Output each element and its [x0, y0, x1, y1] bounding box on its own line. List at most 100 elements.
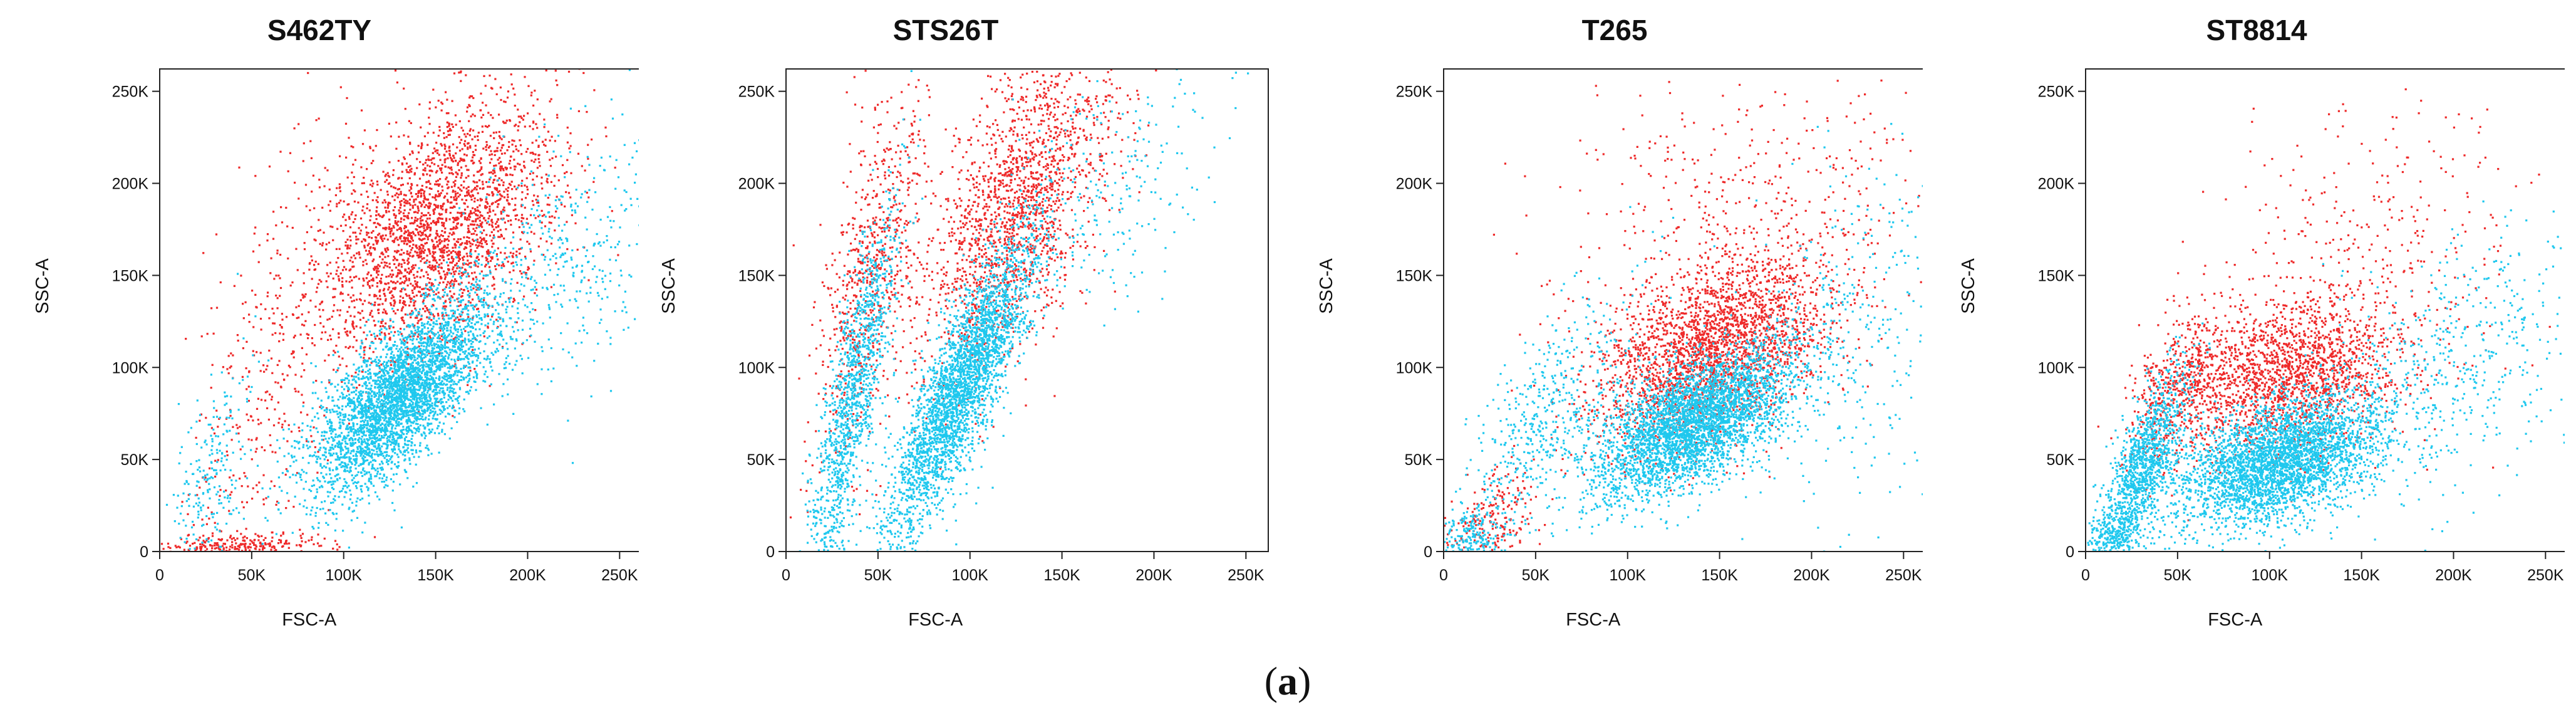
data-point [361, 531, 364, 534]
data-point [532, 179, 534, 181]
data-point [385, 276, 388, 278]
data-point [279, 540, 282, 543]
data-point [380, 340, 383, 343]
data-point [444, 308, 447, 311]
data-point [301, 323, 304, 326]
data-point [445, 286, 447, 288]
data-point [472, 376, 475, 379]
data-point [451, 100, 453, 102]
data-point [474, 291, 477, 294]
data-point [437, 234, 439, 237]
data-point [388, 439, 390, 441]
data-point [360, 485, 362, 488]
data-point [473, 200, 476, 203]
data-point [464, 270, 467, 273]
data-point [303, 471, 305, 473]
data-point [473, 233, 475, 235]
data-point [445, 91, 447, 93]
data-point [460, 281, 463, 284]
point-cloud [160, 69, 639, 552]
data-point [517, 115, 520, 118]
data-point [480, 166, 483, 169]
data-point [349, 235, 351, 238]
data-point [375, 236, 378, 239]
data-point [450, 158, 453, 160]
data-point [468, 214, 470, 216]
data-point [428, 226, 430, 229]
data-point [481, 238, 484, 241]
data-point [304, 320, 307, 322]
data-point [477, 170, 480, 173]
data-point [236, 537, 239, 540]
data-point [457, 251, 460, 253]
data-point [437, 190, 440, 192]
data-point [469, 245, 472, 248]
data-point [293, 127, 296, 130]
data-point [388, 383, 391, 385]
data-point [403, 252, 405, 254]
data-point [395, 414, 397, 417]
data-point [474, 187, 477, 189]
data-point [408, 267, 410, 269]
data-point [332, 437, 334, 440]
data-point [374, 294, 376, 296]
data-point [408, 295, 411, 297]
data-point [392, 326, 395, 328]
data-point [447, 377, 450, 380]
data-point [303, 272, 305, 275]
data-point [300, 550, 303, 552]
data-point [326, 459, 329, 461]
data-point [365, 371, 367, 374]
data-point [421, 329, 423, 332]
data-point [420, 205, 423, 207]
data-point [316, 471, 319, 474]
data-point [429, 404, 432, 406]
data-point [429, 174, 432, 177]
data-point [376, 495, 379, 498]
data-point [397, 464, 400, 467]
data-point [490, 256, 492, 259]
data-point [354, 371, 357, 374]
data-point [432, 219, 435, 222]
data-point [458, 142, 462, 144]
data-point [383, 293, 386, 295]
data-point [407, 374, 410, 377]
data-point [406, 412, 409, 414]
data-point [487, 293, 489, 296]
data-point [369, 389, 371, 391]
data-point [458, 71, 460, 74]
data-point [346, 456, 348, 459]
data-point [451, 233, 453, 236]
data-point [508, 145, 510, 148]
data-point [428, 432, 431, 434]
data-point [423, 292, 425, 295]
data-point [460, 310, 463, 313]
data-point [549, 165, 552, 167]
data-point [455, 280, 458, 283]
data-point [494, 213, 497, 216]
data-point [202, 540, 205, 542]
data-point [427, 321, 430, 323]
data-point [336, 269, 338, 272]
data-point [397, 269, 400, 271]
data-point [371, 185, 374, 187]
data-point [365, 226, 368, 229]
data-point [368, 494, 370, 497]
data-point [538, 161, 541, 164]
data-point [474, 230, 477, 233]
data-point [292, 352, 294, 354]
data-point [511, 197, 514, 200]
data-point [468, 281, 470, 284]
data-point [227, 355, 230, 357]
data-point [339, 291, 342, 294]
data-point [416, 247, 418, 249]
data-point [433, 221, 436, 224]
data-point [325, 280, 328, 283]
data-point [304, 541, 307, 543]
data-point [480, 214, 482, 217]
data-point [381, 453, 384, 455]
data-point [473, 261, 476, 263]
data-point [339, 395, 341, 398]
data-point [488, 171, 490, 174]
data-point [289, 465, 292, 468]
